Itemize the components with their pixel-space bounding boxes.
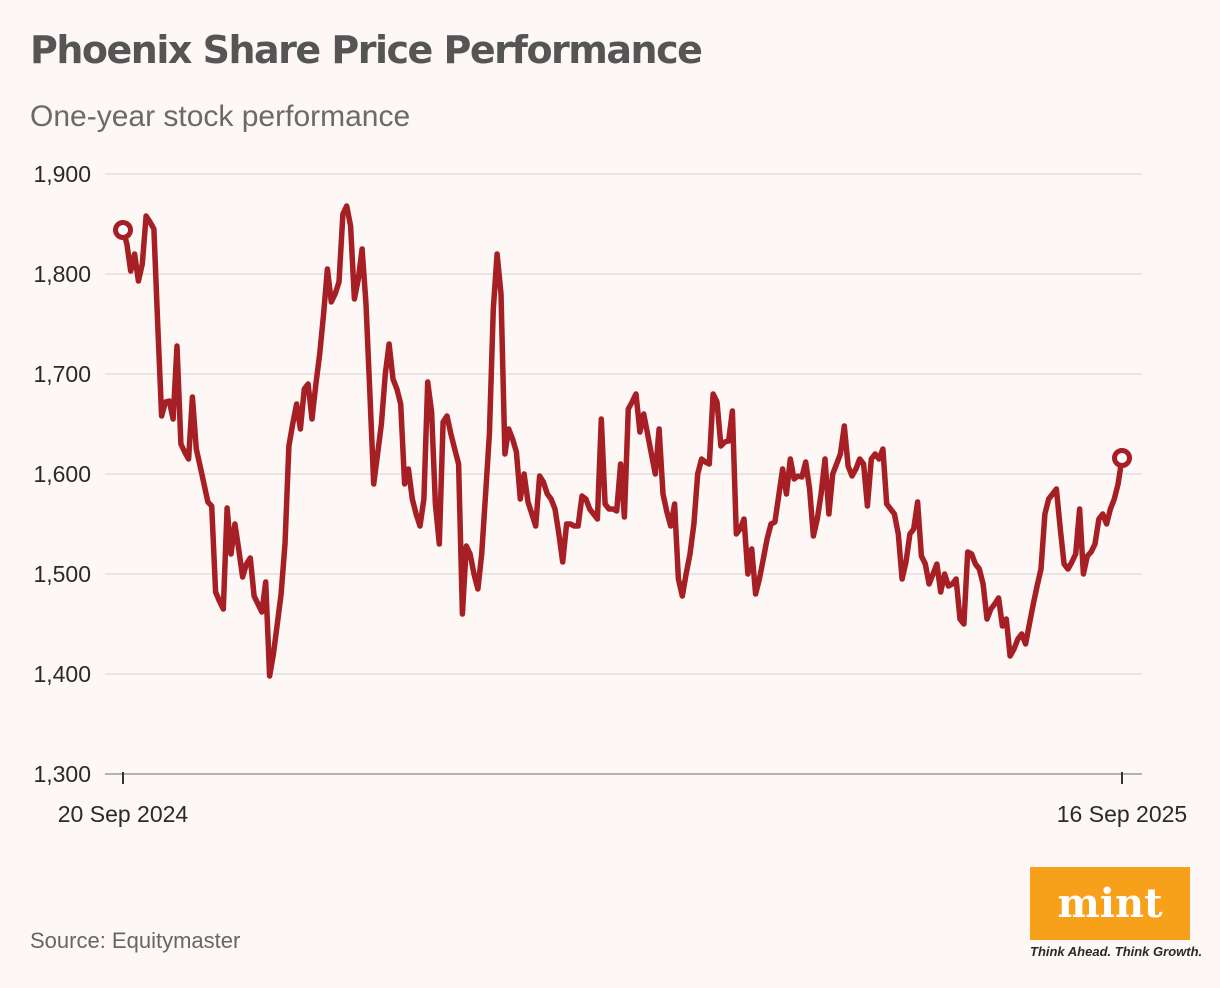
x-tick-label-start: 20 Sep 2024 [58, 801, 189, 827]
x-tick-label-end: 16 Sep 2025 [1057, 801, 1187, 827]
y-tick-label-1300: 1,300 [33, 761, 91, 787]
mint-logo: mint [1030, 867, 1190, 940]
source-note: Source: Equitymaster [30, 928, 241, 953]
y-tick-label-1400: 1,400 [33, 661, 91, 687]
series-line [120, 203, 1125, 679]
series-layer [113, 203, 1132, 679]
chart-title: Phoenix Share Price Performance [30, 28, 703, 72]
x-axis: 20 Sep 2024 16 Sep 2025 [58, 772, 1187, 827]
end-point-marker [1112, 448, 1132, 468]
y-tick-label-1500: 1,500 [33, 561, 91, 587]
start-point-marker [113, 220, 133, 240]
y-tick-label-1900: 1,900 [33, 161, 91, 187]
y-tick-label-1600: 1,600 [33, 461, 91, 487]
brand-tagline: Think Ahead. Think Growth. [1030, 944, 1203, 959]
y-axis: 1,300 1,400 1,500 1,600 1,700 1,800 1,900 [33, 161, 91, 787]
chart-subtitle: One-year stock performance [30, 100, 411, 133]
y-tick-label-1700: 1,700 [33, 361, 91, 387]
y-tick-label-1800: 1,800 [33, 261, 91, 287]
